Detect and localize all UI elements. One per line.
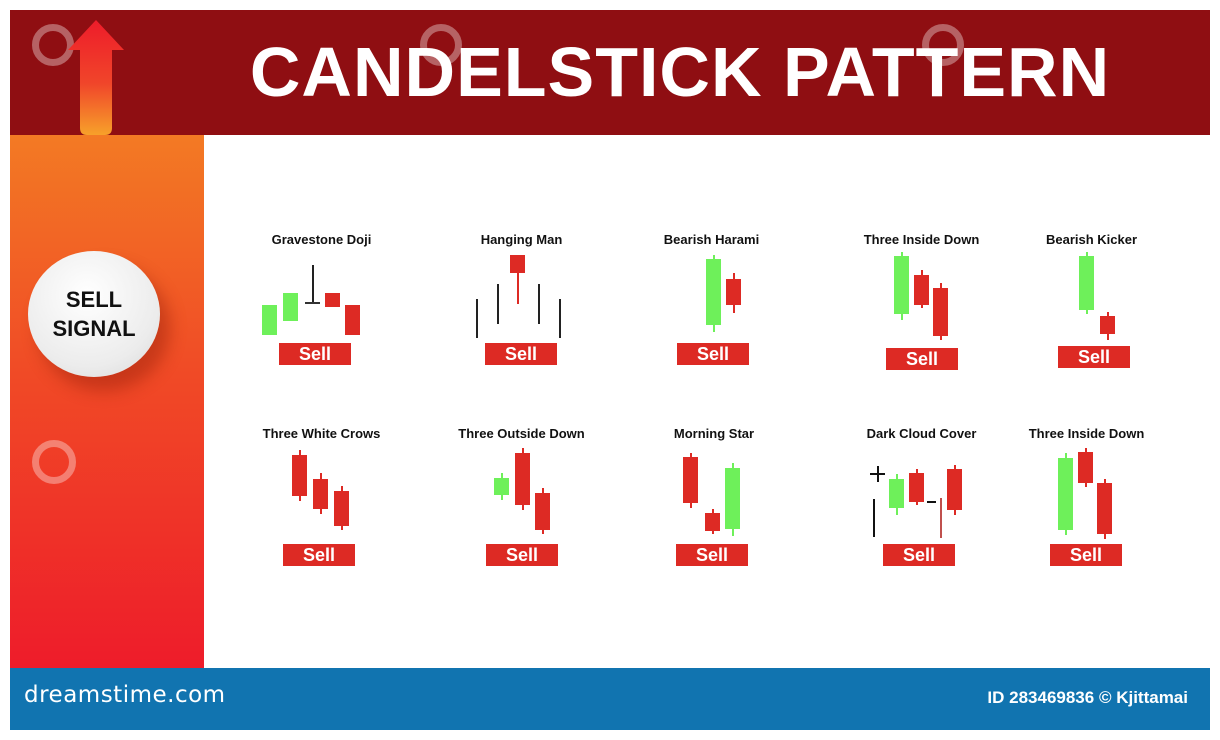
- marker-line: [940, 498, 942, 538]
- marker-line: [870, 473, 885, 475]
- infographic: CANDELSTICK PATTERN SELL SIGNAL Gravesto…: [10, 10, 1210, 730]
- candle-wick: [517, 255, 519, 304]
- pattern-title: Gravestone Doji: [271, 232, 372, 247]
- bear-candle-body: [345, 305, 360, 335]
- sell-label: Sell: [677, 343, 749, 365]
- pattern-bearish-kicker: Bearish Kicker Sell: [1034, 232, 1149, 377]
- pattern-title: Three Inside Down: [1028, 426, 1145, 441]
- watermark-spiral-icon: [420, 24, 462, 66]
- patterns-grid: Gravestone Doji Sell Hanging Man Sell Bearis…: [204, 135, 1210, 668]
- pattern-three-outside-down: Three Outside Down Sell: [454, 426, 589, 571]
- pattern-three-white-crows: Three White Crows Sell: [259, 426, 384, 571]
- sell-label: Sell: [485, 343, 557, 365]
- bear-candle-body: [292, 455, 307, 496]
- pattern-bearish-harami: Bearish Harami Sell: [654, 232, 769, 377]
- bear-candle-body: [535, 493, 550, 530]
- bear-candle-body: [726, 279, 741, 305]
- watermark-spiral-icon: [922, 24, 964, 66]
- bull-candle-body: [1058, 458, 1073, 530]
- pattern-dark-cloud-cover: Dark Cloud Cover Sell: [849, 426, 994, 571]
- bear-candle-body: [705, 513, 720, 531]
- bull-candle-body: [894, 256, 909, 314]
- sell-label: Sell: [1050, 544, 1122, 566]
- pattern-three-inside-down: Three Inside Down Sell: [854, 232, 989, 377]
- sidebar-gradient: SELL SIGNAL: [10, 135, 204, 668]
- footer-bar: dreamstime.com ID 283469836 © Kjittamai: [10, 668, 1210, 730]
- candle-wick: [476, 299, 478, 338]
- bull-candle-body: [706, 259, 721, 325]
- bull-candle-body: [262, 305, 277, 335]
- pattern-title: Three White Crows: [262, 426, 381, 441]
- sell-label: Sell: [1058, 346, 1130, 368]
- image-credit: ID 283469836 © Kjittamai: [987, 688, 1188, 707]
- pattern-morning-star: Morning Star Sell: [654, 426, 774, 571]
- sell-label: Sell: [486, 544, 558, 566]
- bull-candle-body: [1079, 256, 1094, 310]
- badge-line-1: SELL: [65, 287, 123, 312]
- sell-label: Sell: [283, 544, 355, 566]
- sell-label: Sell: [886, 348, 958, 370]
- bull-candle-body: [494, 478, 509, 495]
- bear-candle-body: [914, 275, 929, 305]
- marker-line: [873, 499, 875, 537]
- header-banner: CANDELSTICK PATTERN: [10, 10, 1210, 135]
- pattern-title: Morning Star: [673, 426, 755, 441]
- badge-line-2: SIGNAL: [52, 316, 136, 341]
- bear-candle-body: [325, 293, 340, 307]
- sell-label: Sell: [883, 544, 955, 566]
- pattern-title: Dark Cloud Cover: [866, 426, 977, 441]
- bear-candle-body: [313, 479, 328, 509]
- bull-candle-body: [889, 479, 904, 508]
- dreamstime-logo: dreamstime.com: [24, 682, 226, 708]
- bear-candle-body: [510, 255, 525, 273]
- watermark-spiral-icon: [32, 440, 76, 484]
- bull-candle-body: [725, 468, 740, 529]
- pattern-title: Three Inside Down: [863, 232, 980, 247]
- page-title: CANDELSTICK PATTERN: [249, 33, 1111, 111]
- pattern-title: Bearish Kicker: [1045, 232, 1138, 247]
- up-arrow-icon: [68, 20, 124, 135]
- pattern-title: Bearish Harami: [663, 232, 760, 247]
- bear-candle-body: [515, 453, 530, 505]
- candle-wick: [497, 284, 499, 324]
- sell-label: Sell: [676, 544, 748, 566]
- sell-label: Sell: [279, 343, 351, 365]
- doji-body: [305, 302, 320, 304]
- pattern-three-inside-down: Three Inside Down Sell: [1019, 426, 1154, 571]
- marker-line: [927, 501, 936, 503]
- candle-wick: [538, 284, 540, 324]
- pattern-gravestone-doji: Gravestone Doji Sell: [259, 232, 384, 377]
- bear-candle-body: [947, 469, 962, 510]
- pattern-hanging-man: Hanging Man Sell: [464, 232, 579, 377]
- bear-candle-body: [1078, 452, 1093, 483]
- pattern-title: Three Outside Down: [458, 426, 585, 441]
- bear-candle-body: [1100, 316, 1115, 334]
- bear-candle-body: [334, 491, 349, 526]
- bear-candle-body: [1097, 483, 1112, 534]
- sell-signal-badge: SELL SIGNAL: [28, 251, 160, 377]
- candle-wick: [559, 299, 561, 338]
- bear-candle-body: [909, 473, 924, 502]
- watermark-spiral-icon: [32, 24, 74, 66]
- bear-candle-body: [933, 288, 948, 336]
- bull-candle-body: [283, 293, 298, 321]
- pattern-title: Hanging Man: [480, 232, 563, 247]
- bear-candle-body: [683, 457, 698, 503]
- candle-wick: [312, 265, 314, 304]
